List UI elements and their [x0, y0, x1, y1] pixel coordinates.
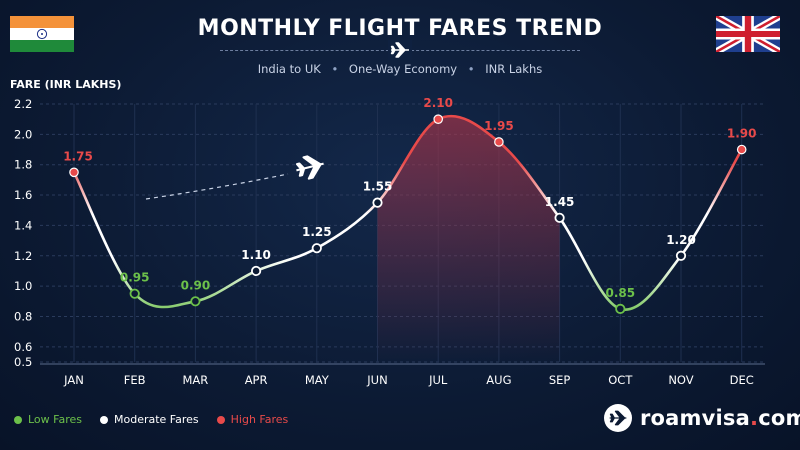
- y-tick-label: 2.0: [14, 127, 32, 141]
- legend-swatch: [217, 416, 225, 424]
- y-tick-label: 2.2: [14, 97, 32, 111]
- x-tick-label: NOV: [668, 373, 693, 387]
- legend-swatch: [14, 416, 22, 424]
- y-axis-ticks: 2.2 2.0 1.8 1.6 1.4 1.2 1.0 0.8 0.60.5: [14, 97, 32, 369]
- legend-label: High Fares: [231, 413, 289, 426]
- y-tick-label: 0.5: [14, 355, 32, 369]
- brand-logo: roamvisa.com: [604, 404, 800, 432]
- data-label: 1.25: [302, 225, 332, 239]
- x-tick-label: FEB: [124, 373, 146, 387]
- y-tick-label: 1.8: [14, 158, 32, 172]
- x-tick-label: DEC: [730, 373, 754, 387]
- y-tick-label: 1.6: [14, 188, 32, 202]
- data-label: 0.95: [120, 271, 150, 285]
- data-label: 1.90: [727, 127, 757, 141]
- data-label: 1.95: [484, 119, 514, 133]
- legend-label: Moderate Fares: [114, 413, 199, 426]
- data-label: 0.85: [605, 286, 635, 300]
- data-point: [252, 267, 260, 275]
- data-point: [738, 145, 746, 153]
- data-label: 1.20: [666, 233, 696, 247]
- brand-tld: com: [758, 406, 800, 430]
- data-point: [131, 290, 139, 298]
- legend-item-high: High Fares: [217, 413, 289, 426]
- airplane-icon: [294, 153, 326, 181]
- high-fare-area: [378, 116, 560, 362]
- x-tick-label: MAY: [305, 373, 330, 387]
- x-tick-label: JUL: [428, 373, 448, 387]
- legend-label: Low Fares: [28, 413, 82, 426]
- data-label: 2.10: [423, 96, 453, 110]
- x-tick-label: JAN: [63, 373, 84, 387]
- brand-name-main: roamvisa: [640, 406, 750, 430]
- legend-item-low: Low Fares: [14, 413, 82, 426]
- y-tick-label: 1.4: [14, 218, 32, 232]
- airplane-icon: [608, 408, 628, 428]
- brand-badge: [604, 404, 632, 432]
- x-tick-label: APR: [245, 373, 268, 387]
- data-point: [555, 214, 563, 222]
- y-tick-label: 1.0: [14, 279, 32, 293]
- x-axis-ticks: JAN FEB MAR APR MAY JUN JUL AUG SEP OCT NOV DEC: [63, 373, 754, 387]
- data-label: 1.10: [241, 248, 271, 262]
- data-point: [434, 115, 442, 123]
- y-tick-label: 0.8: [14, 309, 32, 323]
- y-tick-label: 0.6: [14, 340, 32, 354]
- data-point: [677, 252, 685, 260]
- data-label: 1.75: [63, 149, 93, 163]
- data-point: [616, 305, 624, 313]
- data-point: [313, 244, 321, 252]
- legend: Low Fares Moderate Fares High Fares: [14, 413, 288, 426]
- data-point: [70, 168, 78, 176]
- brand-dot: .: [750, 406, 758, 430]
- data-label: 0.90: [181, 278, 211, 292]
- data-label: 1.55: [363, 180, 393, 194]
- y-tick-label: 1.2: [14, 249, 32, 263]
- x-tick-label: SEP: [549, 373, 571, 387]
- x-tick-label: JUN: [366, 373, 387, 387]
- data-point: [373, 198, 381, 206]
- x-tick-label: AUG: [486, 373, 511, 387]
- data-point: [495, 138, 503, 146]
- data-point: [191, 297, 199, 305]
- data-label: 1.45: [545, 195, 575, 209]
- x-tick-label: OCT: [608, 373, 633, 387]
- brand-name: roamvisa.com: [640, 406, 800, 430]
- legend-item-moderate: Moderate Fares: [100, 413, 199, 426]
- legend-swatch: [100, 416, 108, 424]
- x-tick-label: MAR: [183, 373, 209, 387]
